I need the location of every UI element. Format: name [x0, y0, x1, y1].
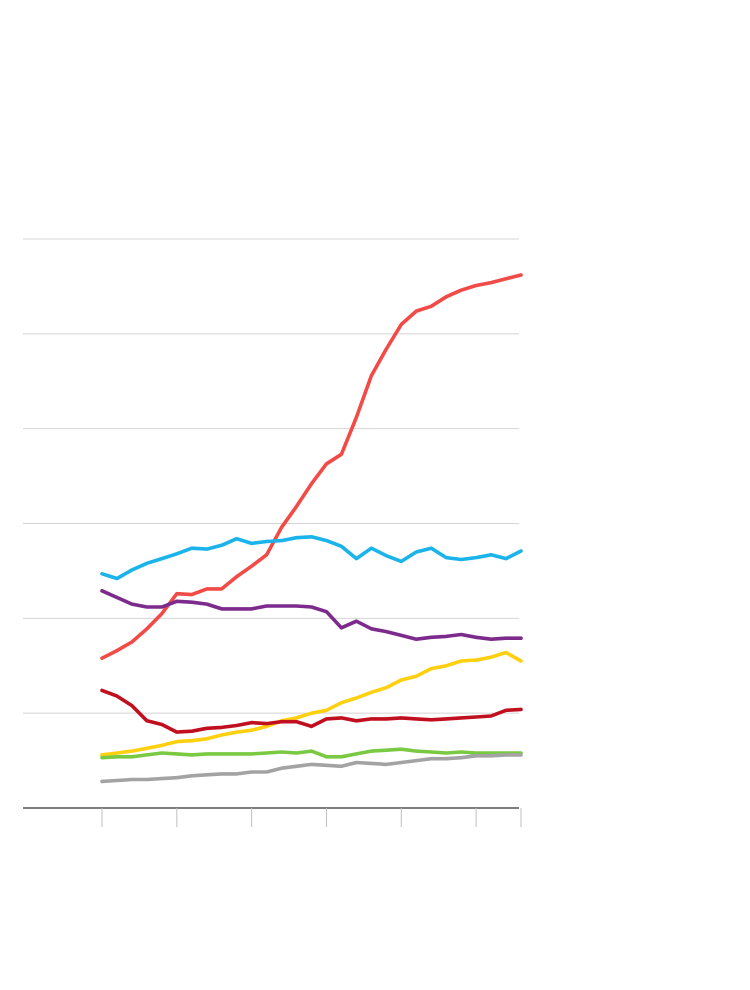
- series-line-5: [100, 688, 523, 734]
- series-lines: [100, 273, 523, 784]
- series-line-2: [100, 535, 523, 581]
- x-axis-ticks: [101, 808, 522, 827]
- grid-lines: [23, 238, 519, 809]
- series-line-7: [100, 753, 523, 784]
- series-line-6: [100, 747, 523, 760]
- series-line-1: [100, 273, 523, 660]
- series-line-4: [100, 650, 523, 757]
- series-line-3: [100, 589, 523, 641]
